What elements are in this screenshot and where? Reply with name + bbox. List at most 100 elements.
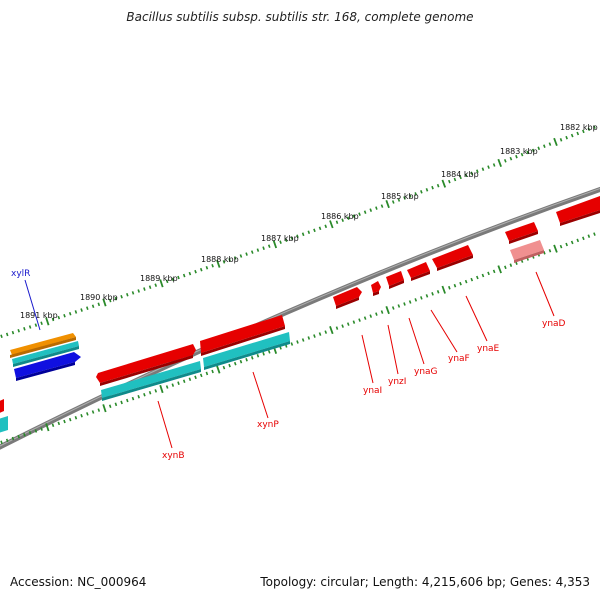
inner-minor-tick [425, 294, 429, 298]
inner-minor-tick [211, 369, 214, 374]
ynzI-callout [387, 324, 399, 375]
inner-minor-tick [199, 373, 203, 378]
xynP-feature-group [200, 315, 290, 370]
inner-minor-tick [593, 232, 596, 236]
inner-minor-tick [324, 330, 328, 334]
outer-minor-tick [476, 169, 479, 173]
inner-minor-tick [481, 273, 485, 278]
outer-minor-tick [391, 200, 395, 204]
inner-minor-tick [548, 249, 552, 253]
outer-minor-tick [453, 177, 457, 182]
outer-minor-tick [587, 127, 591, 132]
inner-minor-tick [346, 322, 350, 326]
inner-major-tick [329, 325, 334, 335]
inner-major-tick [216, 365, 221, 374]
inner-minor-tick [408, 300, 412, 304]
inner-minor-tick [420, 296, 423, 300]
xynB-label: xynB [162, 451, 185, 461]
outer-minor-tick [520, 152, 524, 157]
outer-major-tick [553, 137, 558, 147]
inner-minor-tick [57, 421, 61, 426]
inner-minor-tick [397, 304, 401, 308]
kbp-label-1883: 1883 kbp [500, 147, 538, 156]
inner-minor-tick [576, 238, 580, 243]
inner-major-tick [102, 404, 107, 413]
inner-minor-tick [296, 340, 299, 344]
inner-minor-tick [28, 431, 32, 435]
outer-minor-tick [97, 302, 101, 307]
inner-minor-tick [5, 438, 9, 443]
inner-minor-tick [11, 436, 15, 441]
inner-minor-tick [464, 279, 468, 284]
kbp-scale: 1882 kbp 1883 kbp 1884 kbp 1885 kbp 1886… [20, 123, 598, 320]
ynaF-callout [430, 309, 458, 353]
inner-minor-tick [565, 242, 568, 247]
outer-minor-tick [459, 175, 462, 180]
outer-minor-tick [548, 142, 552, 146]
outer-minor-tick [63, 313, 66, 318]
outer-minor-tick [375, 206, 378, 210]
outer-minor-tick [420, 190, 423, 194]
outer-minor-tick [487, 165, 490, 169]
outer-minor-tick [313, 228, 316, 233]
inner-minor-tick [380, 310, 384, 314]
inner-minor-tick [570, 240, 574, 245]
outer-minor-tick [537, 146, 541, 151]
outer-tick-ring [0, 125, 596, 339]
chromosome-backbone [0, 186, 600, 450]
outer-minor-tick [34, 323, 38, 327]
outer-minor-tick [408, 194, 412, 198]
inner-major-tick [441, 285, 446, 294]
outer-minor-tick [250, 250, 254, 254]
inner-minor-tick [391, 306, 395, 310]
outer-minor-tick [131, 291, 135, 295]
outer-minor-tick [284, 238, 288, 242]
outer-minor-tick [448, 179, 451, 184]
xynP-gene-arrow [200, 315, 285, 353]
outer-minor-tick [143, 287, 146, 291]
inner-minor-tick [68, 417, 72, 422]
xynP-cds-bar [203, 332, 290, 367]
outer-minor-tick [17, 328, 20, 333]
outer-minor-tick [335, 220, 339, 225]
ynaF-gene-arrow [407, 262, 430, 278]
outer-minor-tick [509, 156, 513, 161]
outer-minor-tick [301, 232, 305, 237]
outer-minor-tick [296, 234, 299, 239]
inner-minor-tick [74, 415, 78, 420]
outer-minor-tick [593, 125, 596, 129]
outer-minor-tick [177, 275, 180, 280]
inner-minor-tick [126, 398, 129, 403]
outer-minor-tick [165, 279, 169, 284]
inner-tick-ring [0, 232, 596, 445]
outer-minor-tick [211, 264, 214, 268]
inner-minor-tick [262, 352, 265, 356]
outer-minor-tick [531, 148, 535, 153]
ynaE-label: ynaE [477, 344, 500, 354]
kbp-label-1889: 1889 kbp [140, 274, 178, 283]
inner-minor-tick [40, 427, 43, 431]
outer-minor-tick [290, 236, 294, 240]
inner-minor-tick [177, 381, 180, 385]
inner-minor-tick [108, 404, 112, 409]
inner-minor-tick [148, 391, 152, 395]
outer-minor-tick [582, 129, 585, 134]
inner-minor-tick [436, 290, 440, 294]
outer-minor-tick [108, 298, 112, 303]
outer-major-tick [329, 220, 334, 229]
outer-minor-tick [188, 271, 192, 276]
outer-minor-tick [492, 163, 496, 167]
outer-major-tick [45, 317, 50, 326]
inner-minor-tick [239, 359, 243, 364]
outer-minor-tick [570, 133, 574, 138]
outer-minor-tick [526, 150, 529, 155]
kbp-label-1885: 1885 kbp [381, 192, 419, 201]
xynB-gene-arrow [96, 344, 196, 383]
ynaG-gene-arrow [386, 271, 404, 286]
outer-minor-tick [565, 135, 568, 140]
inner-minor-tick [63, 419, 66, 424]
ynaD-label: ynaD [542, 319, 566, 329]
outer-minor-tick [126, 293, 129, 297]
inner-minor-tick [182, 379, 186, 383]
kbp-label-1886: 1886 kbp [321, 212, 359, 221]
